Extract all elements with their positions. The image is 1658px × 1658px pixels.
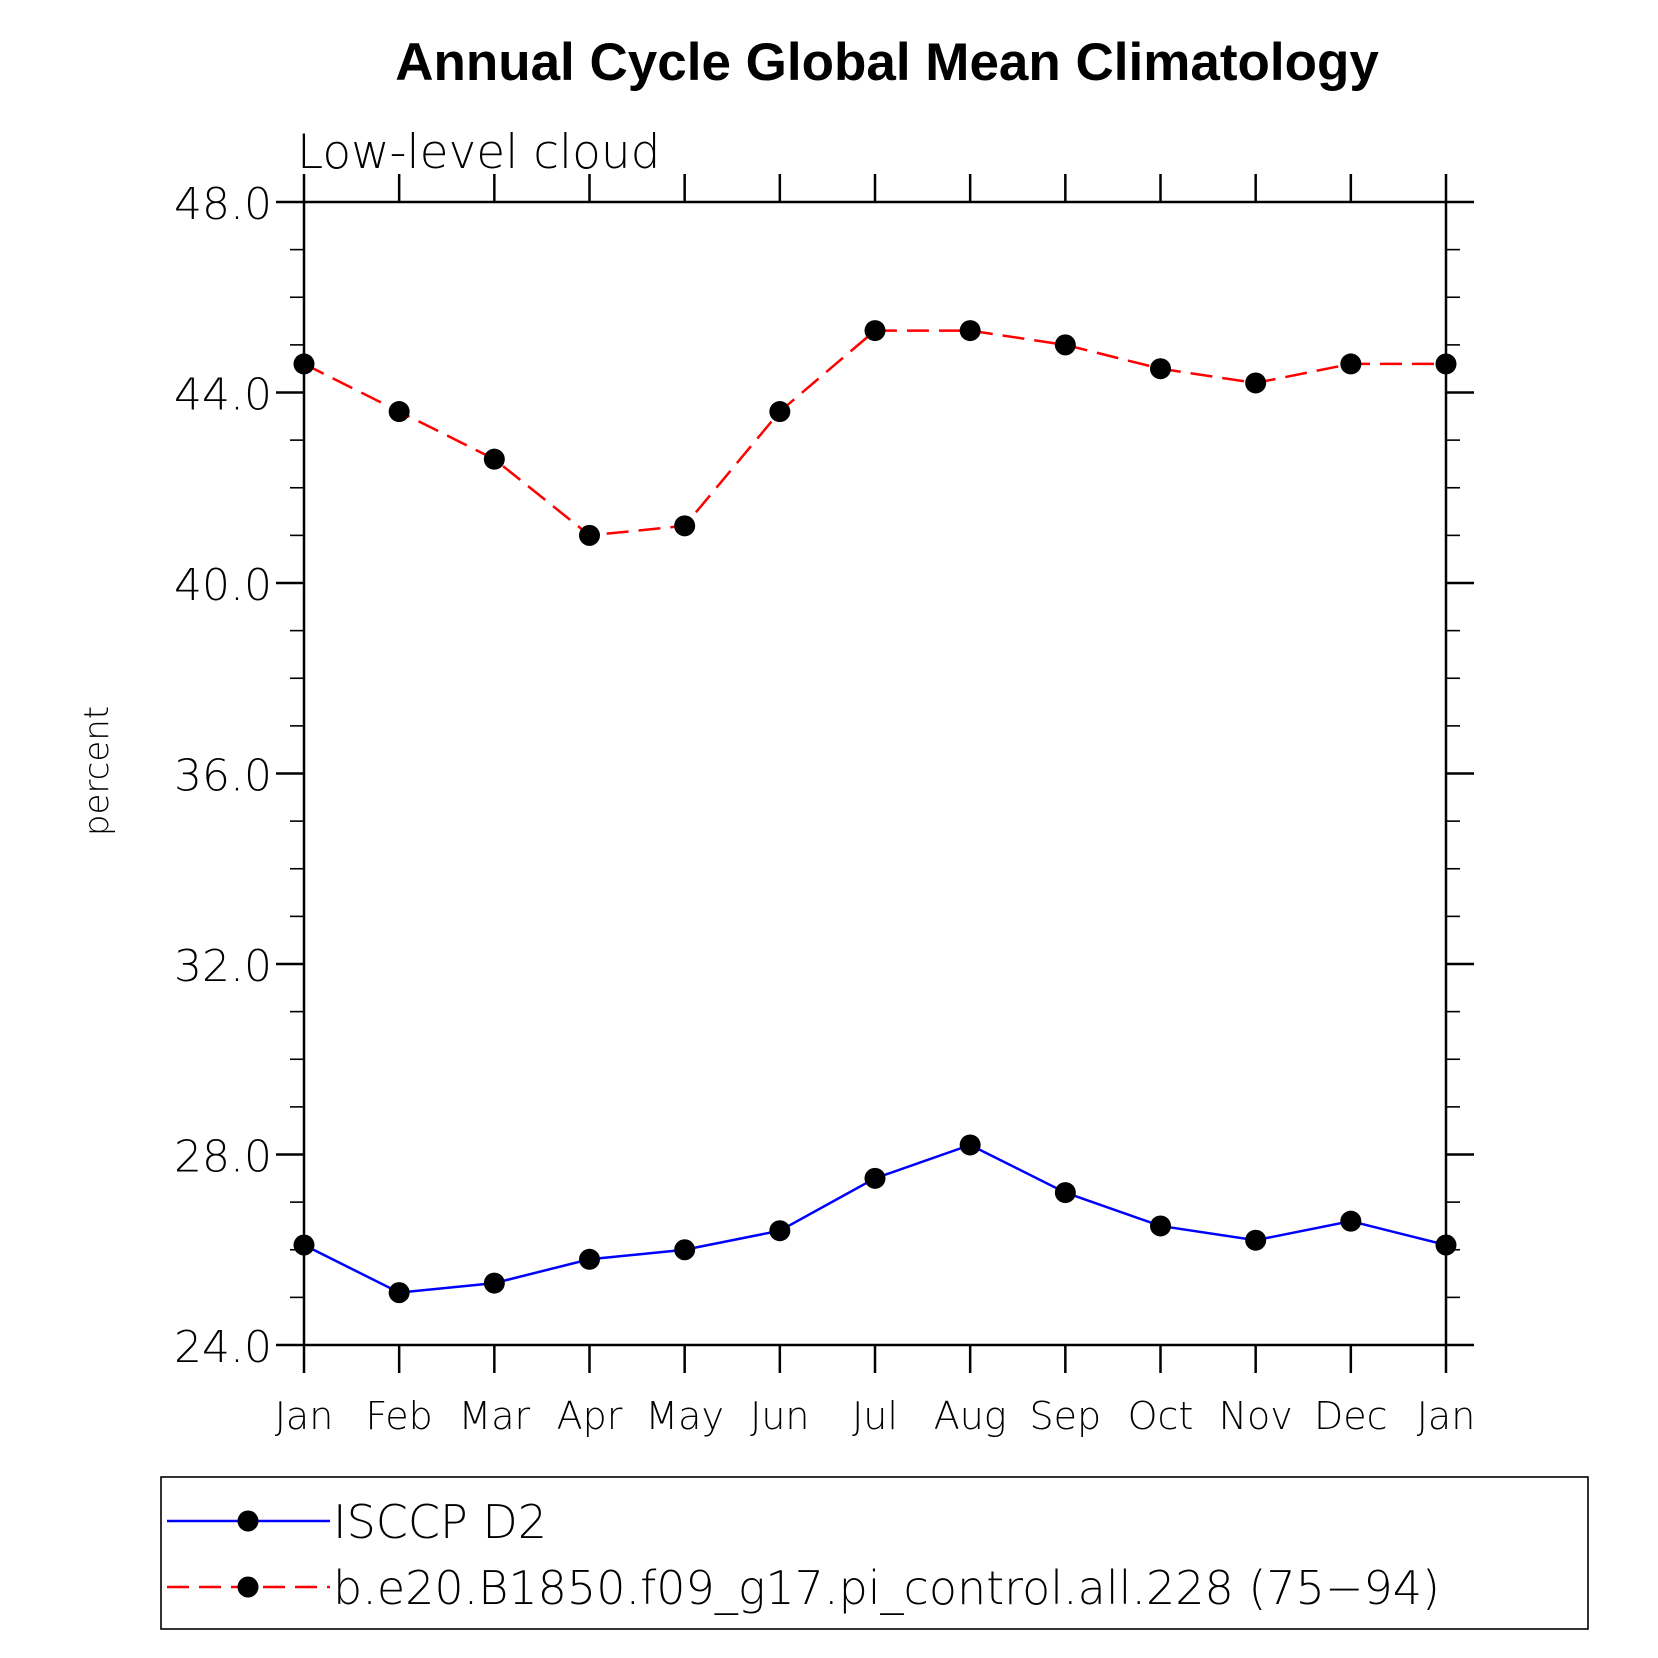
data-point — [1245, 1229, 1267, 1251]
data-point — [388, 401, 410, 423]
x-tick-label: Mar — [458, 1394, 530, 1438]
legend-marker — [237, 1510, 259, 1532]
y-tick-label: 32.0 — [174, 941, 272, 992]
y-tick-label: 24.0 — [174, 1322, 272, 1373]
data-point — [579, 1248, 600, 1270]
x-tick-label: Nov — [1219, 1394, 1293, 1438]
y-tick-label: 36.0 — [174, 751, 272, 802]
data-point — [864, 320, 886, 342]
x-tick-label: Jul — [852, 1394, 898, 1438]
series-layer — [293, 320, 1457, 1304]
data-point — [1340, 353, 1362, 375]
data-point — [388, 1282, 410, 1304]
data-point — [1245, 372, 1267, 394]
data-point — [959, 1134, 981, 1156]
data-point — [769, 1220, 791, 1242]
x-tick-label: Jan — [275, 1394, 334, 1438]
data-point — [1054, 1182, 1076, 1204]
x-tick-label: Apr — [557, 1394, 623, 1438]
y-axis-label: percent — [77, 706, 117, 836]
y-tick-label: 28.0 — [174, 1132, 272, 1183]
chart-title: Annual Cycle Global Mean Climatology — [395, 33, 1379, 92]
x-tick-label: May — [645, 1394, 724, 1438]
x-tick-label: Feb — [366, 1394, 433, 1438]
data-point — [1150, 1215, 1171, 1237]
data-point — [293, 1234, 315, 1256]
series-2 — [293, 320, 1457, 546]
x-tick-label: Jan — [1417, 1394, 1476, 1438]
legend-label: b.e20.B1850.f09_g17.pi_control.all.228 (… — [333, 1561, 1440, 1615]
legend-box — [160, 1476, 1589, 1630]
plot-axes: 24.0 28.0 32.0 36.0 40.0 44.0 48.0 Jan Feb Mar Apr… — [174, 174, 1475, 1438]
series-1 — [293, 1134, 1457, 1304]
y-tick-label: 40.0 — [174, 560, 272, 611]
data-point — [1435, 353, 1457, 375]
data-point — [1435, 1234, 1457, 1256]
legend-marker — [237, 1576, 259, 1598]
x-tick-label: Jun — [750, 1394, 809, 1438]
y-tick-label: 48.0 — [174, 179, 272, 230]
data-point — [483, 1272, 505, 1294]
legend: ISCCP D2 b.e20.B1850.f09_g17.pi_control.a… — [160, 1476, 1589, 1630]
data-point — [1340, 1210, 1362, 1232]
y-tick-label: 44.0 — [174, 370, 272, 421]
data-point — [293, 353, 315, 375]
data-point — [1054, 334, 1076, 356]
data-point — [674, 1239, 696, 1261]
data-point — [483, 448, 505, 470]
series-line — [303, 329, 1446, 537]
data-point — [674, 515, 696, 537]
series-line — [303, 1143, 1447, 1294]
chart-subtitle: Low-level cloud — [297, 125, 661, 180]
x-tick-label: Dec — [1314, 1394, 1388, 1438]
data-point — [579, 524, 600, 546]
legend-label: ISCCP D2 — [333, 1495, 547, 1549]
data-point — [864, 1167, 886, 1189]
data-point — [769, 401, 791, 423]
data-point — [1150, 358, 1171, 380]
x-tick-label: Aug — [934, 1394, 1007, 1438]
x-tick-label: Oct — [1128, 1394, 1194, 1438]
x-tick-label: Sep — [1030, 1394, 1102, 1438]
data-point — [959, 320, 981, 342]
